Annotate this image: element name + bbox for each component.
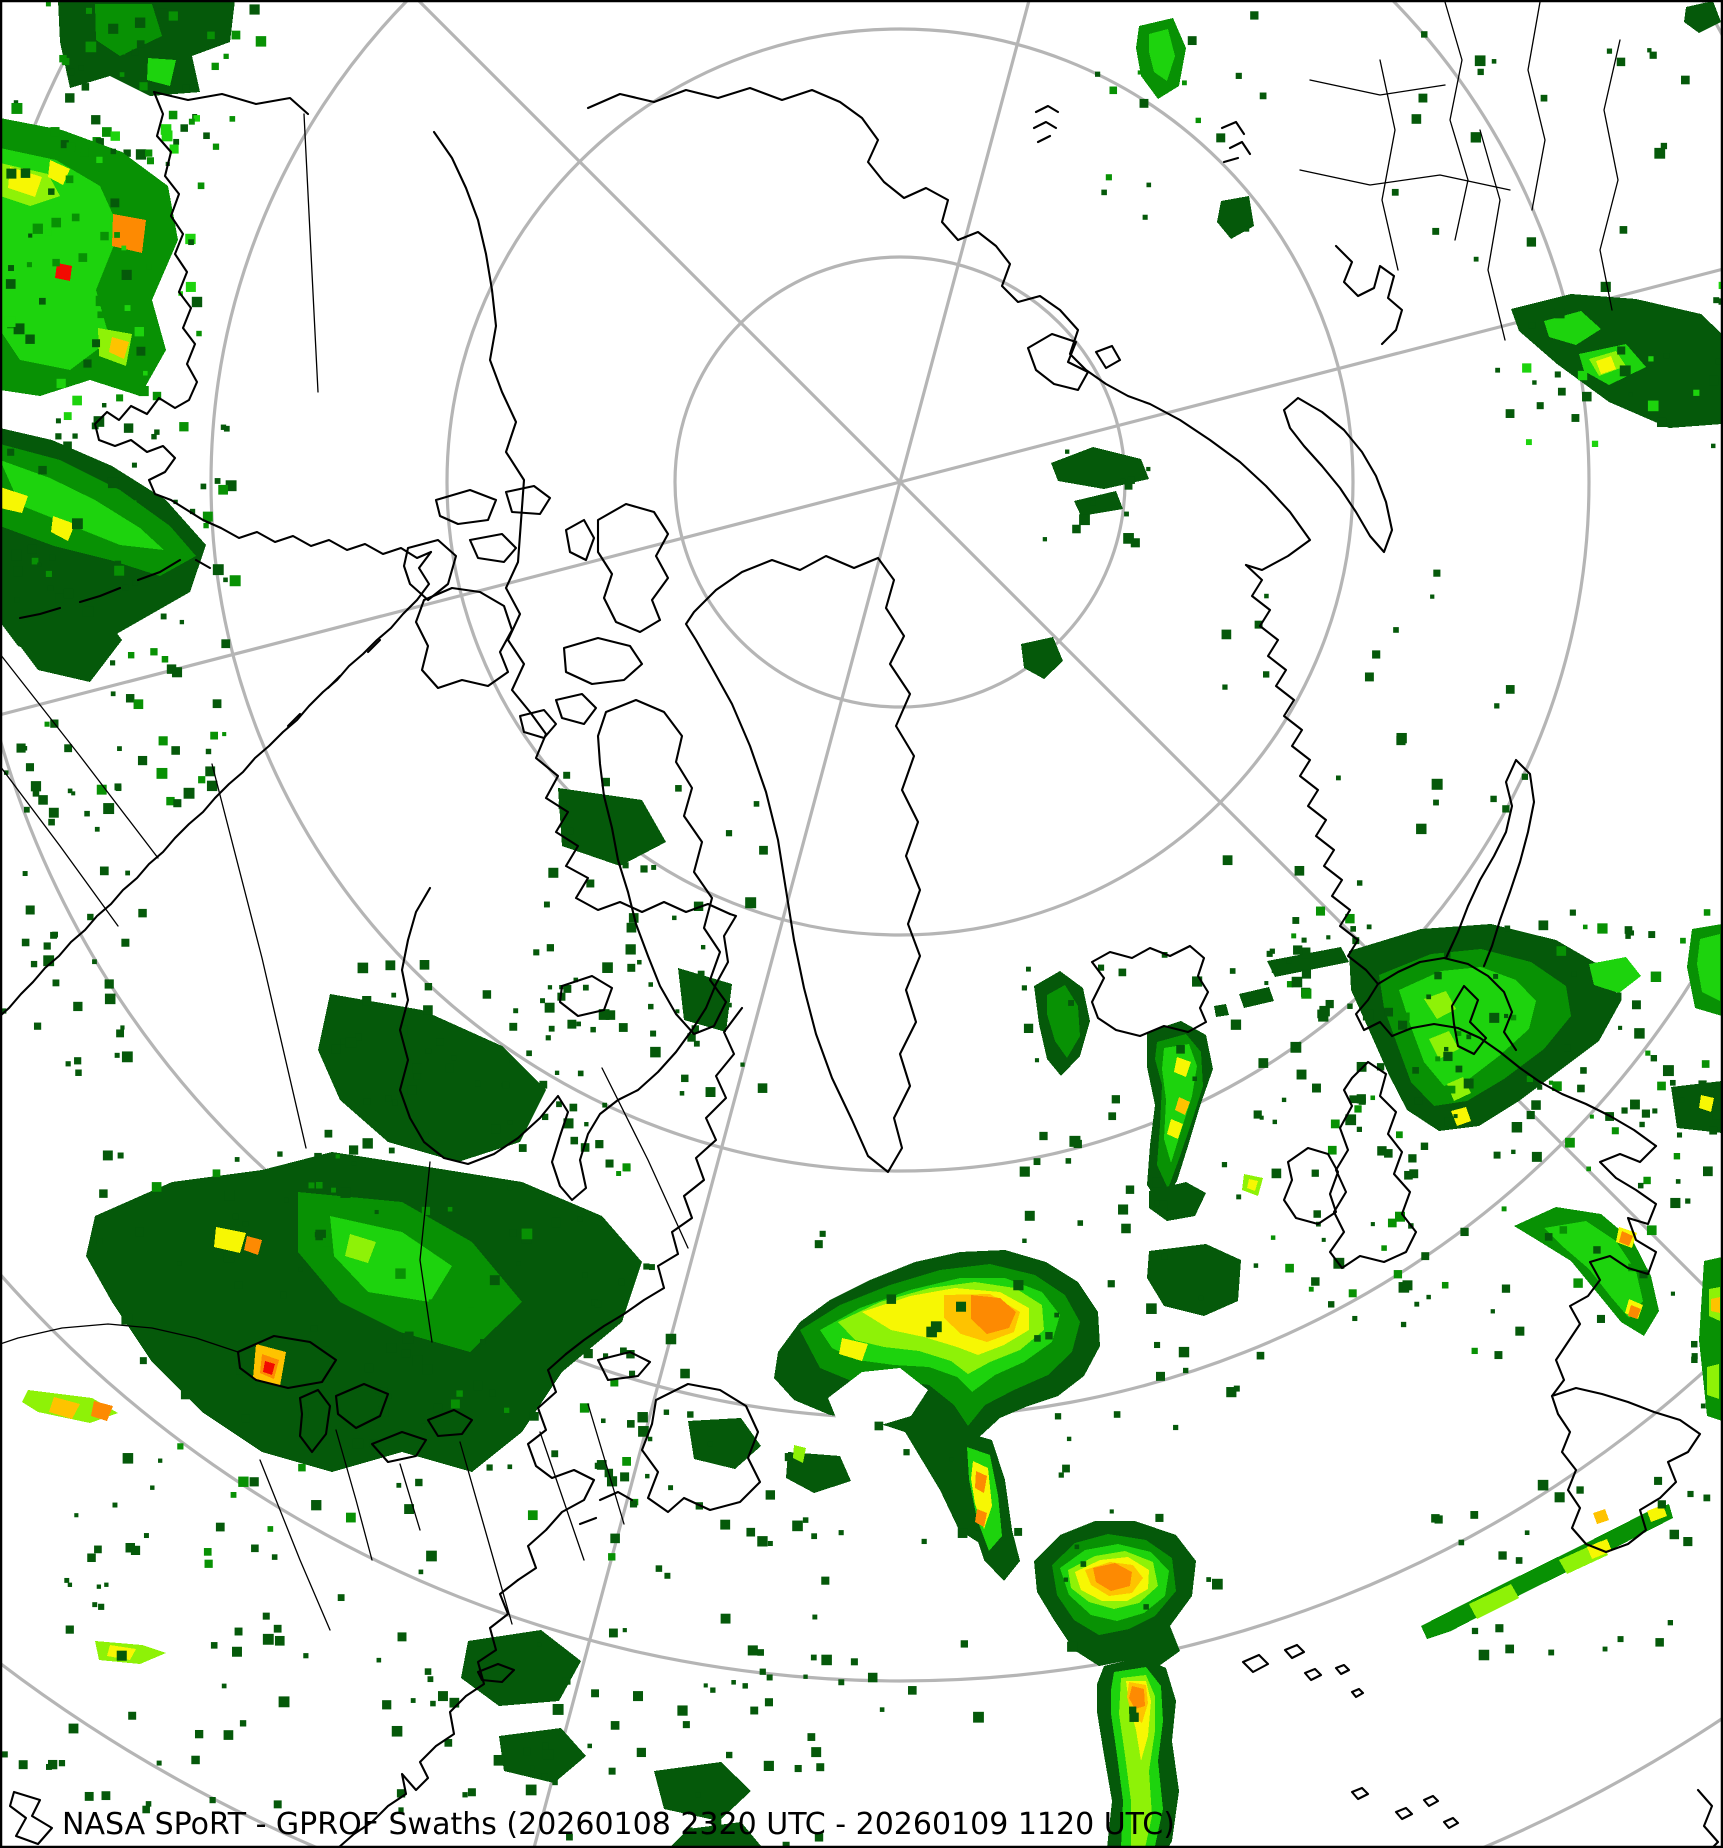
political-borders-layer	[0, 1, 1621, 1631]
coast-devon-island	[562, 636, 644, 686]
coast-maritime-islands	[578, 1490, 634, 1526]
border-ny-state-border	[459, 1441, 513, 1625]
swath-france-channel-band	[1270, 1061, 1698, 1360]
swath-north-sea-swath	[1253, 906, 1715, 1184]
border-russia-oblast-5	[1479, 129, 1506, 341]
coast-gulf-of-bothnia	[1444, 758, 1536, 968]
coast-severnaya-zemlya	[1220, 120, 1252, 164]
coast-southampton-island	[558, 974, 614, 1018]
coastline-layer	[0, 86, 1720, 1848]
coast-newfoundland	[640, 1382, 762, 1514]
border-russia-oblast-2	[1527, 1, 1546, 211]
coast-banks-island	[402, 538, 458, 602]
border-pa-border	[335, 1429, 373, 1561]
coast-ireland	[1282, 1146, 1340, 1226]
coast-alaska-west-coast	[93, 90, 433, 560]
border-appalachia-border	[259, 1459, 331, 1631]
swath-scandinavia-sparse	[1021, 447, 1529, 886]
border-bc-interior-border-2	[0, 765, 119, 927]
coast-victoria-island	[414, 586, 514, 690]
border-russia-oblast-1	[1444, 1, 1469, 241]
coast-iberia	[1550, 1386, 1702, 1554]
swath-aleutian-band	[0, 422, 241, 808]
border-us-canada-border-west	[0, 1323, 239, 1353]
border-bc-interior-border-1	[0, 653, 159, 859]
coast-novaya-zemlya	[1282, 396, 1394, 554]
coast-norway-coast	[1244, 563, 1394, 1038]
coast-great-britain	[1328, 1060, 1418, 1270]
border-prairie-border	[211, 763, 307, 1149]
coast-parry-islands	[434, 484, 552, 564]
coast-carolina-coast	[8, 1790, 54, 1846]
swath-alaska-top-block	[45, 0, 267, 160]
coast-gulf-st-lawrence	[516, 1352, 596, 1582]
border-ohio-border	[399, 1463, 421, 1531]
coast-canada-arctic-coast	[432, 130, 732, 916]
coast-lake-erie	[370, 1430, 428, 1464]
swath-portugal-streak	[1421, 1476, 1711, 1661]
coast-siberia-coast	[586, 86, 1312, 572]
border-russia-oblast-7	[1299, 169, 1511, 191]
coast-azores	[1241, 1643, 1365, 1699]
coast-us-east-coast	[336, 1578, 520, 1848]
coast-canary-madeira	[1350, 1786, 1460, 1830]
coast-aleutian-islands	[18, 558, 212, 620]
swath-svalbard-streak-sparse	[1042, 449, 1151, 548]
coast-bc-islands	[286, 638, 382, 728]
coast-europe-channel-biscay	[1550, 1144, 1658, 1398]
swath-ural-swath	[1495, 1, 1723, 449]
border-russia-oblast-3	[1599, 39, 1621, 311]
coast-arctic-islets	[1032, 104, 1060, 144]
coast-bc-coast	[0, 550, 433, 1018]
coast-lake-michigan	[298, 1388, 332, 1454]
coast-axel-heiberg	[564, 518, 596, 562]
coast-greenland	[684, 554, 922, 1174]
swath-ne-hudson-patches	[533, 771, 768, 1108]
border-russia-oblast-6	[1309, 79, 1446, 96]
coast-king-william	[518, 708, 558, 740]
coast-baltic-south-coast	[1390, 1022, 1658, 1148]
swath-russia-sparse	[1391, 31, 1690, 262]
border-ontario-manitoba-border	[419, 1161, 433, 1343]
border-new-england-border-2	[587, 1403, 625, 1525]
coast-nw-africa	[1696, 1788, 1720, 1848]
coast-sweden-baltic-coast	[1376, 956, 1518, 1052]
coast-quebec-labrador-coast	[564, 1006, 744, 1356]
border-quebec-labrador-border	[601, 1067, 689, 1249]
swath-right-edge-streaks	[1650, 924, 1722, 1421]
coast-denmark	[1450, 984, 1488, 1056]
coast-ob-gulf	[1334, 244, 1404, 346]
swath-gulf-of-alaska-swath	[0, 100, 205, 427]
swath-atlantic-hammer-storm	[461, 1230, 1265, 1848]
swath-kara-sea-patches	[1095, 11, 1267, 239]
coast-lake-superior	[236, 1334, 338, 1390]
swath-bottom-left-sparse	[1, 1569, 424, 1814]
swath-hudson-west-mass	[314, 960, 628, 1169]
coast-alaska-north-coast	[152, 90, 310, 116]
border-alaska-yukon-border	[303, 113, 319, 393]
coast-long-island	[476, 1662, 516, 1684]
swath-atlantic-south-sparse	[424, 1628, 825, 1848]
coast-iceland	[1090, 944, 1210, 1038]
coast-baffin-island	[596, 698, 728, 1036]
swath-left-edge-sparse	[1, 770, 147, 1076]
map-caption: NASA SPoRT - GPROF Swaths (20260108 2320…	[62, 1807, 1175, 1842]
coast-somerset-island	[554, 692, 598, 726]
coast-lake-huron	[334, 1382, 390, 1430]
coast-anticosti	[596, 1350, 652, 1382]
border-russia-oblast-4	[1379, 59, 1399, 271]
coast-hudson-bay-shore	[398, 886, 738, 1202]
coast-lake-ontario	[426, 1408, 474, 1438]
border-new-england-border-1	[539, 1431, 585, 1561]
swath-quebec-great-lakes-swath	[22, 1150, 650, 1664]
coast-ellesmere-island	[596, 502, 670, 634]
swath-iceland-bands	[1019, 952, 1263, 1234]
